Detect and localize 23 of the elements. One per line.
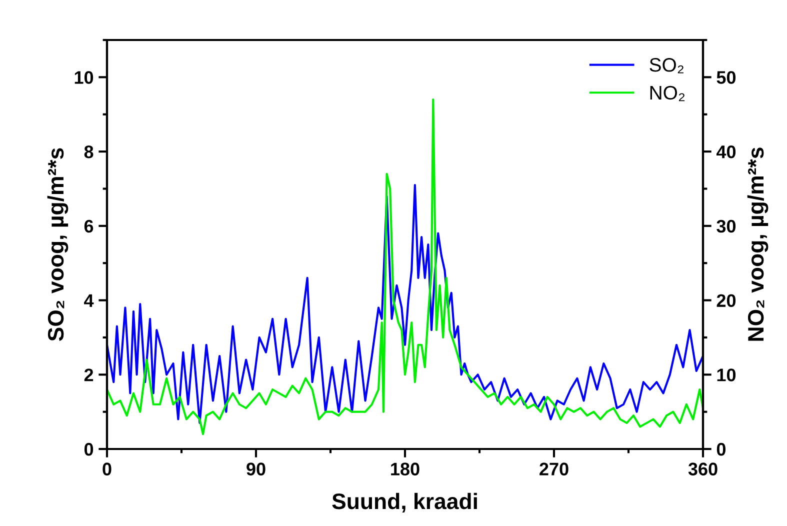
y-tick-label: 6 (84, 220, 94, 233)
x-axis-title: Suund, kraadi (332, 492, 477, 512)
x-tick-label: 90 (246, 462, 266, 476)
y2-tick-label: 40 (716, 145, 736, 158)
y-tick-label: 4 (84, 294, 94, 307)
legend-label: SO₂ (650, 58, 684, 74)
x-tick-label: 270 (540, 462, 568, 476)
line-series (107, 184, 703, 424)
legend-label: NO₂ (650, 86, 685, 102)
y-axis-title: SO₂ voog, µg/m²*s (47, 148, 68, 342)
y2-tick-label: 10 (717, 368, 736, 382)
x-tick-label: 0 (102, 462, 112, 476)
y2-tick-label: 20 (716, 294, 736, 307)
y2-tick-label: 30 (716, 220, 736, 233)
y2-tick-label: 0 (716, 442, 726, 456)
y-tick-label: 2 (84, 368, 94, 382)
x-tick-label: 360 (688, 462, 718, 476)
y2-tick-label: 50 (716, 71, 736, 84)
y-tick-label: 10 (74, 71, 94, 84)
y-tick-label: 8 (84, 145, 94, 158)
x-tick-label: 180 (391, 462, 420, 476)
y-tick-label: 0 (84, 442, 94, 456)
y2-axis-title: NO₂ voog, µg/m²*s (747, 148, 768, 341)
